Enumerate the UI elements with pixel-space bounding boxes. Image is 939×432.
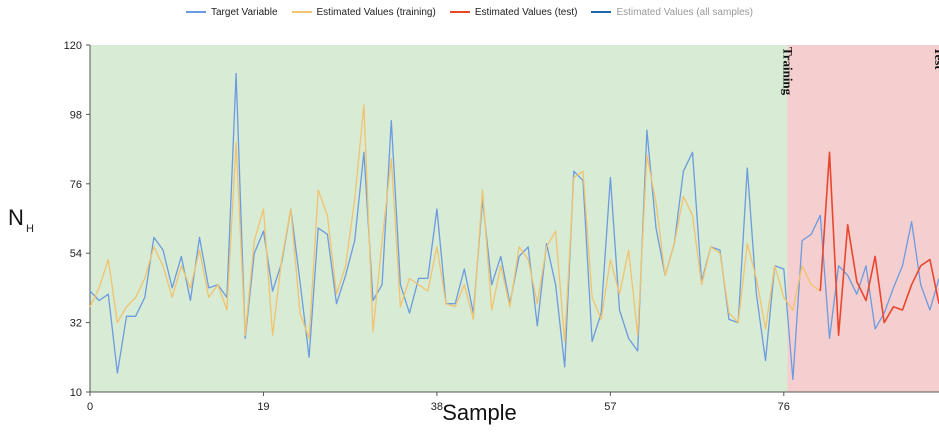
y-axis-subscript: H xyxy=(26,223,34,235)
y-tick-label: 76 xyxy=(70,179,82,191)
legend-item: Estimated Values (all samples) xyxy=(591,7,753,18)
y-tick-label: 98 xyxy=(70,109,82,121)
y-axis-title: N xyxy=(8,205,24,230)
chart-legend: Target Variable Estimated Values (trainin… xyxy=(0,3,939,21)
y-tick-label: 32 xyxy=(70,318,82,330)
legend-swatch xyxy=(591,11,612,13)
x-tick-label: 57 xyxy=(604,401,616,413)
region-training xyxy=(90,45,788,392)
series-line xyxy=(89,104,821,343)
region-test xyxy=(787,45,939,392)
legend-item: Target Variable xyxy=(185,6,278,18)
legend-item: Estimated Values (test) xyxy=(449,6,578,18)
region-label-training: Training xyxy=(780,47,795,96)
legend-swatch xyxy=(185,11,206,13)
legend-swatch xyxy=(449,11,470,13)
legend-label: Estimated Values (all samples) xyxy=(616,6,754,18)
x-tick-label: 76 xyxy=(778,401,790,413)
y-tick-label: 54 xyxy=(70,248,82,260)
legend-label: Target Variable xyxy=(210,6,278,18)
x-tick-label: 0 xyxy=(87,401,93,413)
x-tick-label: 19 xyxy=(257,401,269,413)
y-tick-label: 120 xyxy=(64,40,82,52)
y-tick-label: 10 xyxy=(70,387,82,399)
legend-item: Estimated Values (training) xyxy=(291,6,436,18)
region-label-test: Test xyxy=(932,47,939,70)
legend-label: Estimated Values (training) xyxy=(316,6,436,18)
legend-swatch xyxy=(291,11,312,13)
legend-label: Estimated Values (test) xyxy=(474,6,578,18)
x-tick-label: 38 xyxy=(431,401,443,413)
series-line xyxy=(819,151,939,337)
x-axis-title: Sample xyxy=(442,400,517,425)
